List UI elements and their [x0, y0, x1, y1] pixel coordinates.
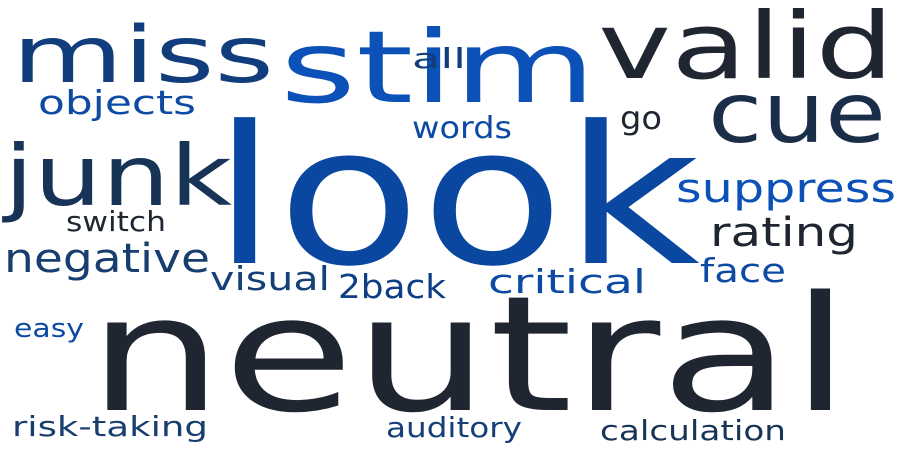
word-junk: junk [1, 127, 232, 225]
word-neutral: neutral [88, 261, 850, 448]
word-stim: stim [280, 9, 596, 126]
word-words: words [412, 111, 512, 146]
word-risk-taking: risk-taking [12, 410, 208, 443]
word-easy: easy [14, 314, 84, 344]
word-objects: objects [38, 83, 196, 122]
word-suppress: suppress [676, 166, 896, 212]
word-switch: switch [66, 205, 166, 238]
word-face: face [700, 251, 786, 290]
word-auditory: auditory [386, 411, 522, 444]
word-look: look [212, 86, 700, 309]
word-negative: negative [4, 236, 210, 282]
word-2back: 2back [338, 267, 447, 306]
word-cue: cue [708, 64, 886, 162]
word-visual: visual [210, 259, 330, 298]
word-calculation: calculation [600, 414, 786, 447]
word-rating: rating [710, 210, 858, 256]
word-miss: miss [12, 11, 274, 101]
word-go: go [620, 99, 662, 137]
word-valid: valid [598, 0, 894, 100]
word-critical: critical [488, 262, 646, 301]
word-all: all [412, 42, 466, 75]
